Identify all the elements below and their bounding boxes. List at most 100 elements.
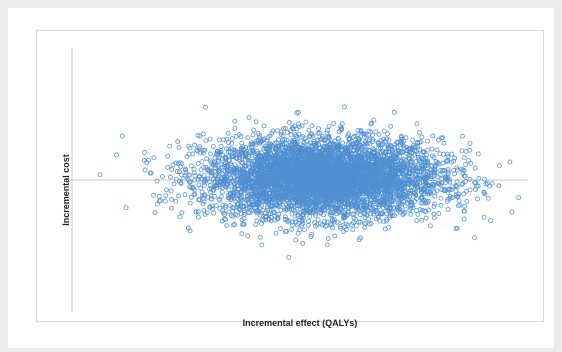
data-point bbox=[332, 185, 338, 191]
data-point bbox=[163, 187, 169, 193]
data-point bbox=[411, 144, 417, 150]
data-point bbox=[238, 147, 244, 153]
data-point bbox=[214, 148, 220, 154]
data-point bbox=[378, 145, 384, 151]
data-point bbox=[310, 166, 316, 172]
data-point bbox=[391, 198, 397, 203]
data-point bbox=[324, 242, 330, 248]
data-point bbox=[395, 186, 400, 192]
data-point bbox=[385, 201, 391, 207]
data-point bbox=[356, 237, 362, 243]
data-point bbox=[397, 206, 403, 212]
data-point bbox=[239, 231, 245, 237]
data-point bbox=[409, 159, 414, 165]
data-point bbox=[312, 220, 318, 226]
data-point bbox=[230, 208, 236, 214]
data-point bbox=[195, 161, 201, 166]
data-point bbox=[306, 171, 312, 177]
data-point bbox=[342, 185, 347, 191]
data-point bbox=[401, 198, 406, 204]
data-point bbox=[449, 151, 455, 157]
data-point bbox=[275, 162, 281, 168]
data-point bbox=[429, 163, 435, 169]
data-point bbox=[325, 236, 331, 242]
data-point bbox=[314, 172, 320, 177]
data-point bbox=[188, 185, 194, 191]
data-point bbox=[424, 152, 430, 158]
data-point bbox=[278, 161, 284, 167]
data-point bbox=[381, 128, 387, 134]
data-point bbox=[481, 214, 487, 220]
data-point bbox=[338, 127, 344, 133]
data-point bbox=[419, 174, 425, 180]
data-point bbox=[240, 180, 246, 186]
data-point bbox=[316, 187, 322, 193]
data-point bbox=[386, 152, 392, 158]
data-point bbox=[412, 152, 418, 158]
data-point bbox=[366, 186, 371, 192]
data-point bbox=[295, 109, 301, 115]
data-point bbox=[319, 200, 325, 206]
data-point bbox=[322, 200, 328, 206]
data-point bbox=[228, 146, 234, 152]
data-point bbox=[349, 139, 355, 144]
data-point bbox=[364, 141, 369, 147]
data-point bbox=[360, 159, 365, 165]
data-point bbox=[454, 225, 460, 231]
data-point bbox=[402, 203, 408, 209]
data-point bbox=[257, 212, 263, 218]
data-point bbox=[193, 209, 199, 215]
data-point bbox=[232, 118, 238, 124]
data-point bbox=[454, 165, 460, 171]
data-point bbox=[371, 191, 377, 197]
data-point bbox=[392, 142, 398, 148]
data-point bbox=[286, 146, 292, 152]
data-point bbox=[257, 234, 263, 240]
data-point bbox=[316, 126, 321, 132]
data-point bbox=[178, 172, 184, 178]
data-point bbox=[419, 184, 424, 190]
data-point bbox=[259, 242, 265, 248]
data-point bbox=[152, 209, 158, 215]
data-point bbox=[361, 165, 367, 171]
data-point bbox=[381, 184, 387, 190]
data-point bbox=[489, 180, 495, 186]
data-point bbox=[488, 218, 494, 224]
data-point bbox=[281, 126, 287, 132]
data-point bbox=[253, 205, 259, 211]
data-point bbox=[345, 198, 350, 204]
data-point bbox=[188, 194, 194, 200]
data-point bbox=[437, 172, 443, 177]
data-point bbox=[441, 186, 447, 192]
data-points bbox=[97, 104, 522, 260]
data-point bbox=[287, 189, 292, 195]
data-point bbox=[218, 144, 224, 149]
data-point bbox=[296, 154, 302, 160]
data-point bbox=[452, 155, 458, 161]
data-point bbox=[388, 183, 393, 189]
data-point bbox=[295, 139, 301, 145]
data-point bbox=[344, 161, 350, 167]
data-point bbox=[338, 194, 344, 200]
data-point bbox=[293, 237, 299, 243]
data-point bbox=[313, 142, 319, 148]
data-point bbox=[419, 134, 425, 140]
data-point bbox=[419, 207, 425, 213]
data-point bbox=[187, 200, 193, 206]
data-point bbox=[420, 179, 426, 185]
data-point bbox=[331, 217, 337, 222]
data-point bbox=[445, 177, 451, 183]
data-point bbox=[220, 180, 226, 186]
data-point bbox=[216, 168, 221, 174]
data-point bbox=[245, 172, 251, 178]
data-point bbox=[394, 155, 400, 161]
data-point bbox=[176, 144, 182, 150]
data-point bbox=[296, 221, 302, 227]
data-point bbox=[413, 159, 419, 164]
data-point bbox=[342, 179, 348, 185]
data-point bbox=[261, 136, 267, 142]
data-point bbox=[363, 185, 368, 191]
data-point bbox=[226, 209, 232, 215]
data-point bbox=[389, 148, 395, 153]
data-point bbox=[378, 200, 384, 205]
